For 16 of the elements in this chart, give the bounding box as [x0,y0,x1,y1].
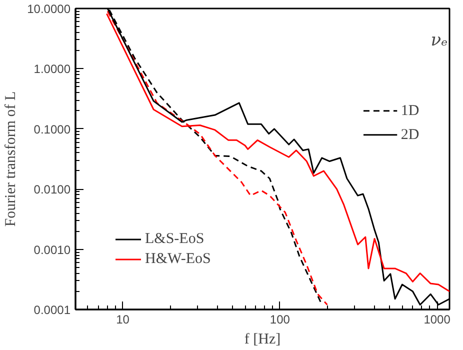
annotation: νₑ [430,30,448,51]
x-tick-label: 1000 [424,312,451,326]
y-tick-label: 0.1000 [34,122,71,136]
y-tick-label: 0.0010 [34,242,71,257]
x-tick-label: 10 [116,312,130,326]
y-tick-label: 0.0001 [34,303,71,317]
y-axis-title: Fourier transform of L [3,91,20,227]
annotation: 2D [400,126,420,143]
y-tick-label: 10.0000 [27,2,71,16]
legend-label: L&S-EoS [145,230,204,248]
x-tick-label: 100 [270,312,290,326]
annotation: 1D [400,102,420,119]
legend-label: H&W-EoS [145,250,211,268]
x-axis-title: f [Hz] [244,332,281,348]
y-tick-label: 0.0100 [34,182,71,197]
y-tick-label: 1.0000 [34,62,71,76]
